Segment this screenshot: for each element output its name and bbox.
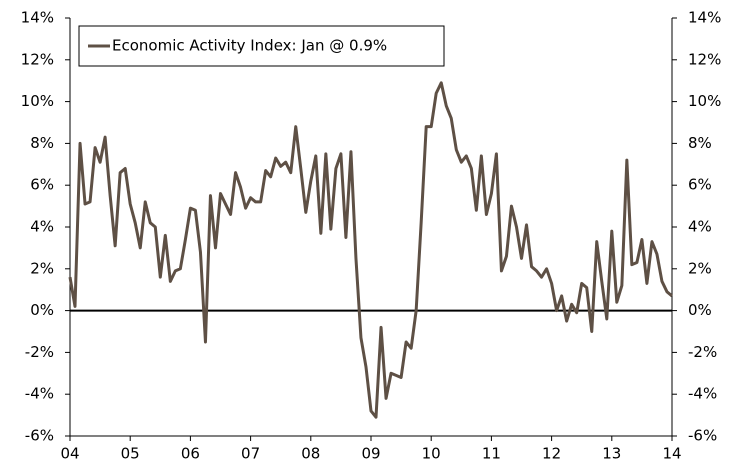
y-tick-label: 12% [21,50,54,68]
x-tick-label: 13 [602,445,621,463]
x-tick-label: 11 [482,445,501,463]
x-tick-label: 08 [301,445,320,463]
legend-label: Economic Activity Index: Jan @ 0.9% [112,37,387,55]
x-tick-label: 07 [241,445,260,463]
y-tick-label: 8% [30,134,54,152]
y2-tick-label: 10% [688,92,721,110]
y2-tick-label: -6% [688,427,717,445]
y-tick-label: 6% [30,176,54,194]
series-line [68,81,673,419]
y2-tick-label: 14% [688,9,721,27]
y2-tick-label: 12% [688,50,721,68]
y-tick-label: -4% [25,385,54,403]
y2-tick-label: 4% [688,218,712,236]
legend-box [78,25,445,67]
y-tick-label: 2% [30,259,54,277]
y-tick-label: 4% [30,218,54,236]
y2-tick-label: -4% [688,385,717,403]
x-tick-label: 04 [60,445,79,463]
y2-tick-label: 0% [688,301,712,319]
y2-tick-label: -2% [688,343,717,361]
y-tick-label: 0% [30,301,54,319]
y-tick-label: 14% [21,9,54,27]
y2-tick-label: 6% [688,176,712,194]
y-tick-label: -6% [25,427,54,445]
x-tick-label: 09 [361,445,380,463]
y2-tick-label: 8% [688,134,712,152]
x-tick-label: 12 [542,445,561,463]
x-tick-label: 10 [422,445,441,463]
y-tick-label: 10% [21,92,54,110]
x-tick-label: 06 [181,445,200,463]
legend: Economic Activity Index: Jan @ 0.9% [78,25,445,67]
x-tick-label: 14 [662,445,681,463]
x-tick-label: 05 [121,445,140,463]
y2-tick-label: 2% [688,259,712,277]
y-tick-label: -2% [25,343,54,361]
